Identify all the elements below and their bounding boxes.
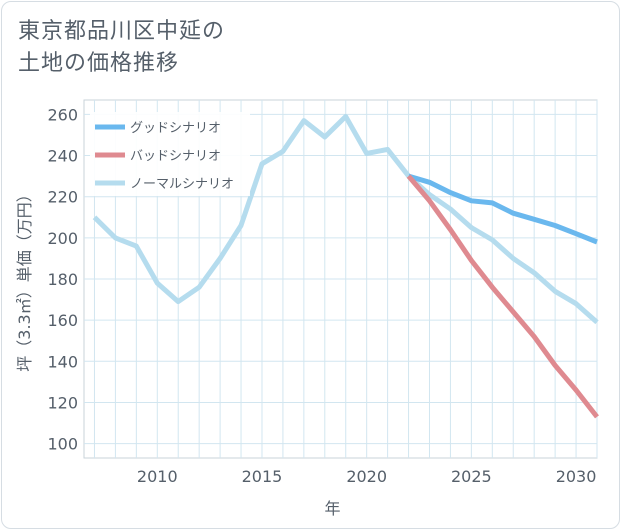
y-tick-label: 200 bbox=[47, 229, 78, 248]
series-line-1 bbox=[407, 173, 598, 245]
legend-label: グッドシナリオ bbox=[130, 121, 221, 136]
x-tick-label: 2020 bbox=[346, 467, 387, 486]
x-tick-label: 2015 bbox=[242, 467, 283, 486]
x-tick-label: 2025 bbox=[451, 467, 492, 486]
legend-label: ノーマルシナリオ bbox=[130, 177, 234, 192]
y-tick-label: 180 bbox=[47, 270, 78, 289]
y-tick-label: 100 bbox=[47, 435, 78, 454]
legend-label: バッドシナリオ bbox=[130, 149, 221, 164]
chart-title: 東京都品川区中延の 土地の価格推移 bbox=[18, 19, 226, 76]
y-tick-label: 140 bbox=[47, 352, 78, 371]
x-axis-title: 年 bbox=[324, 499, 340, 518]
series-line-3 bbox=[92, 114, 599, 325]
y-tick-label: 240 bbox=[47, 147, 78, 166]
series-line-2 bbox=[406, 174, 599, 419]
y-tick-label: 120 bbox=[47, 393, 78, 412]
y-tick-label: 160 bbox=[47, 311, 78, 330]
y-tick-label: 260 bbox=[47, 105, 78, 124]
y-tick-label: 220 bbox=[47, 188, 78, 207]
y-axis-title: 坪（3.3㎡）単価（万円） bbox=[15, 186, 34, 371]
x-tick-label: 2010 bbox=[137, 467, 178, 486]
x-tick-label: 2030 bbox=[556, 467, 597, 486]
